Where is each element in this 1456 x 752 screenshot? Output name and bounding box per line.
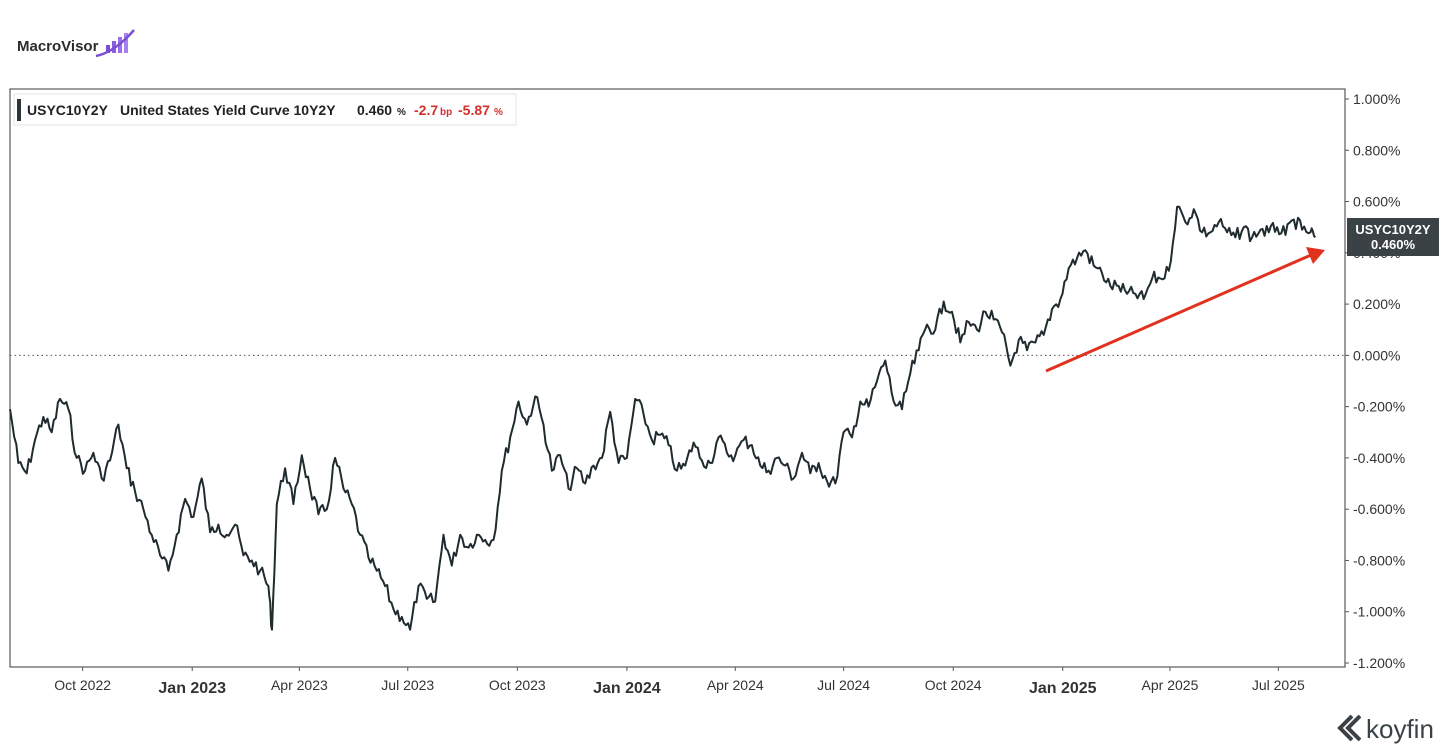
y-tick-label: -0.800%	[1353, 552, 1405, 568]
y-tick-label: -0.200%	[1353, 399, 1405, 415]
x-tick-label: Oct 2023	[489, 677, 546, 693]
plot-frame	[9, 88, 1346, 668]
y-tick-label: 1.000%	[1353, 91, 1400, 107]
koyfin-logo-text: koyfin	[1366, 714, 1434, 744]
x-tick-label: Jan 2024	[593, 680, 661, 697]
last-value-tag-bg	[1347, 218, 1439, 256]
legend-change-pct: -5.87	[458, 102, 490, 118]
trend-arrow-head	[1306, 247, 1325, 264]
x-tick-label: Oct 2024	[925, 677, 982, 693]
last-value-tag: USYC10Y2Y 0.460%	[1347, 218, 1439, 256]
x-tick-label: Jan 2023	[158, 680, 226, 697]
last-value-tag-value: 0.460%	[1371, 237, 1416, 252]
y-tick-label: -0.600%	[1353, 501, 1405, 517]
legend-swatch	[17, 99, 21, 121]
x-tick-label: Jul 2024	[817, 677, 870, 693]
y-tick-label: 0.800%	[1353, 142, 1400, 158]
x-tick-label: Apr 2025	[1142, 677, 1199, 693]
x-axis: Oct 2022 Jan 2023 Apr 2023 Jul 2023 Oct 2023…	[54, 667, 1305, 697]
x-tick-label: Oct 2022	[54, 677, 111, 693]
x-tick-label: Jul 2025	[1252, 677, 1305, 693]
legend-series-name: United States Yield Curve 10Y2Y	[120, 102, 336, 118]
y-tick-label: 0.000%	[1353, 347, 1400, 363]
legend-change-unit: bp	[440, 107, 452, 118]
series-line-usyc10y2y	[9, 205, 1316, 631]
last-value-tag-ticker: USYC10Y2Y	[1355, 222, 1430, 237]
y-tick-label: -0.400%	[1353, 450, 1405, 466]
legend-change-pct-unit: %	[494, 107, 503, 118]
macrovisor-logo-text: MacroVisor	[17, 38, 99, 55]
legend-last-value: 0.460	[357, 102, 392, 118]
legend-change: -2.7	[414, 102, 438, 118]
x-tick-label: Jul 2023	[381, 677, 434, 693]
legend-ticker: USYC10Y2Y	[27, 102, 109, 118]
koyfin-logo: koyfin	[1337, 714, 1434, 744]
macrovisor-logo: MacroVisor	[17, 29, 135, 58]
y-tick-label: -1.200%	[1353, 655, 1405, 671]
trend-arrow-annotation	[1045, 247, 1325, 373]
y-tick-label: 0.200%	[1353, 296, 1400, 312]
y-tick-label: 0.600%	[1353, 194, 1400, 210]
legend-last-value-unit: %	[397, 107, 406, 118]
x-tick-label: Apr 2023	[271, 677, 328, 693]
legend: USYC10Y2Y United States Yield Curve 10Y2…	[13, 93, 517, 126]
y-axis: 1.000%0.800%0.600%0.400%0.200%0.000%-0.2…	[1345, 91, 1405, 671]
x-tick-label: Apr 2024	[707, 677, 764, 693]
x-tick-label: Jan 2025	[1029, 680, 1097, 697]
koyfin-chevron-icon	[1337, 714, 1362, 742]
y-tick-label: -1.000%	[1353, 604, 1405, 620]
trend-arrow-shaft	[1045, 253, 1312, 373]
bar-growth-icon	[95, 29, 135, 58]
legend-box	[13, 93, 517, 126]
